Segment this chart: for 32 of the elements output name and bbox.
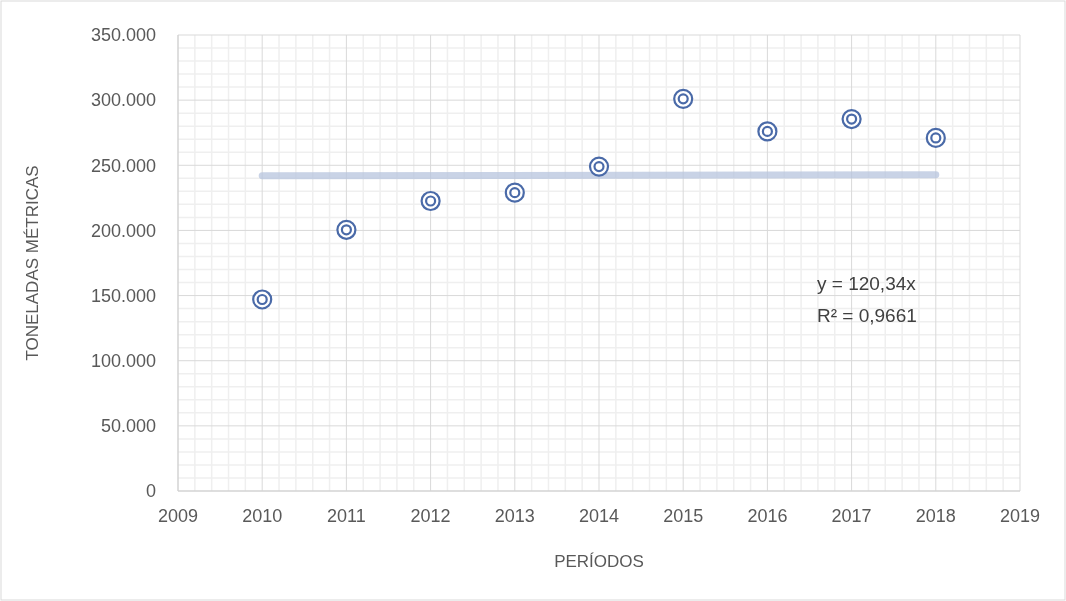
y-tick-label: 0 <box>145 481 156 502</box>
y-tick-label: 300.000 <box>90 90 156 111</box>
y-tick-label: 350.000 <box>90 25 156 46</box>
x-tick-label: 2009 <box>157 506 199 526</box>
x-tick-label: 2013 <box>494 506 535 526</box>
x-tick-label: 2011 <box>327 506 366 526</box>
y-tick-label: 100.000 <box>90 351 156 372</box>
x-tick-label: 2018 <box>915 506 956 526</box>
annotation: R² = 0,9661 <box>817 305 917 326</box>
point <box>420 190 441 212</box>
point <box>252 289 273 310</box>
x-tick-label: 2017 <box>831 506 872 526</box>
x-tick-label: 2014 <box>578 506 620 526</box>
point <box>925 127 946 149</box>
point <box>673 88 694 109</box>
point <box>588 156 610 177</box>
x-tick-label: 2010 <box>242 506 283 526</box>
x-tick-label: 2019 <box>999 506 1041 526</box>
point <box>757 121 778 142</box>
point <box>504 182 525 203</box>
y-tick-label: 150.000 <box>90 285 156 306</box>
point <box>841 108 862 130</box>
x-tick-label: 2016 <box>747 506 788 526</box>
x-axis-title: PERÍODOS <box>554 552 644 571</box>
point <box>336 219 357 240</box>
x-tick-label: 2012 <box>410 506 451 526</box>
x-tick-label: 2015 <box>663 506 704 526</box>
y-tick-label: 250.000 <box>90 155 156 176</box>
y-tick-label: 200.000 <box>90 220 156 241</box>
y-axis-title: TONELADAS MÉTRICAS <box>23 165 42 361</box>
annotation: y = 120,34x <box>817 273 917 294</box>
y-tick-label: 50.000 <box>100 416 156 437</box>
